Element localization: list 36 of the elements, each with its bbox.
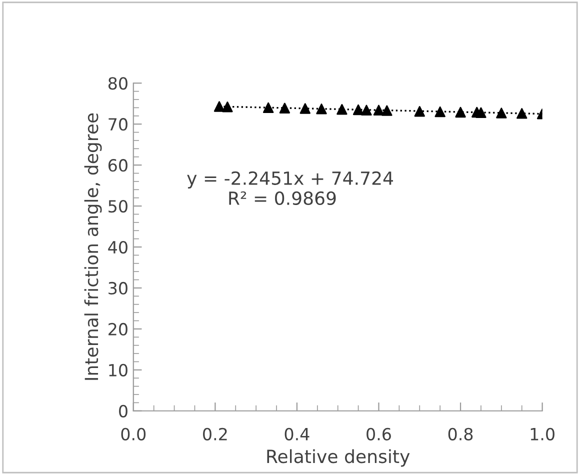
point <box>279 102 290 114</box>
point <box>455 106 466 118</box>
y-tick-label: 10 <box>109 364 128 376</box>
annotation: y = -2.2451x + 74.724 <box>187 171 393 188</box>
y-tick-label: 40 <box>108 240 128 254</box>
point <box>336 104 348 115</box>
x-tick-label: 0.2 <box>203 428 227 440</box>
y-tick-label: 50 <box>108 200 128 213</box>
y-axis-title: Internal friction angle, degree <box>84 113 102 380</box>
y-tick-label: 0 <box>119 404 128 418</box>
point <box>373 104 384 116</box>
y-tick-label: 80 <box>108 77 128 90</box>
x-tick-label: 1.0 <box>530 428 554 440</box>
y-tick-label: 20 <box>108 322 128 336</box>
point <box>496 108 507 118</box>
point <box>262 102 274 114</box>
point <box>516 108 528 119</box>
x-axis-title: Relative density <box>267 449 410 467</box>
annotation: R² = 0.9869 <box>229 191 336 206</box>
x-tick-label: 0.4 <box>284 428 310 440</box>
y-tick-label: 30 <box>108 282 128 295</box>
point <box>382 105 392 116</box>
point <box>352 104 364 116</box>
x-tick-label: 0.6 <box>366 428 391 440</box>
point <box>476 107 486 118</box>
y-tick-label: 70 <box>108 118 128 131</box>
x-tick-label: 0.0 <box>121 428 146 440</box>
point <box>414 106 425 117</box>
point <box>316 104 327 114</box>
point <box>222 102 233 112</box>
point <box>214 101 225 112</box>
point <box>300 103 310 114</box>
point <box>361 104 372 116</box>
y-tick-label: 60 <box>108 159 128 172</box>
x-tick-label: 0.8 <box>448 428 473 440</box>
point <box>434 106 446 118</box>
